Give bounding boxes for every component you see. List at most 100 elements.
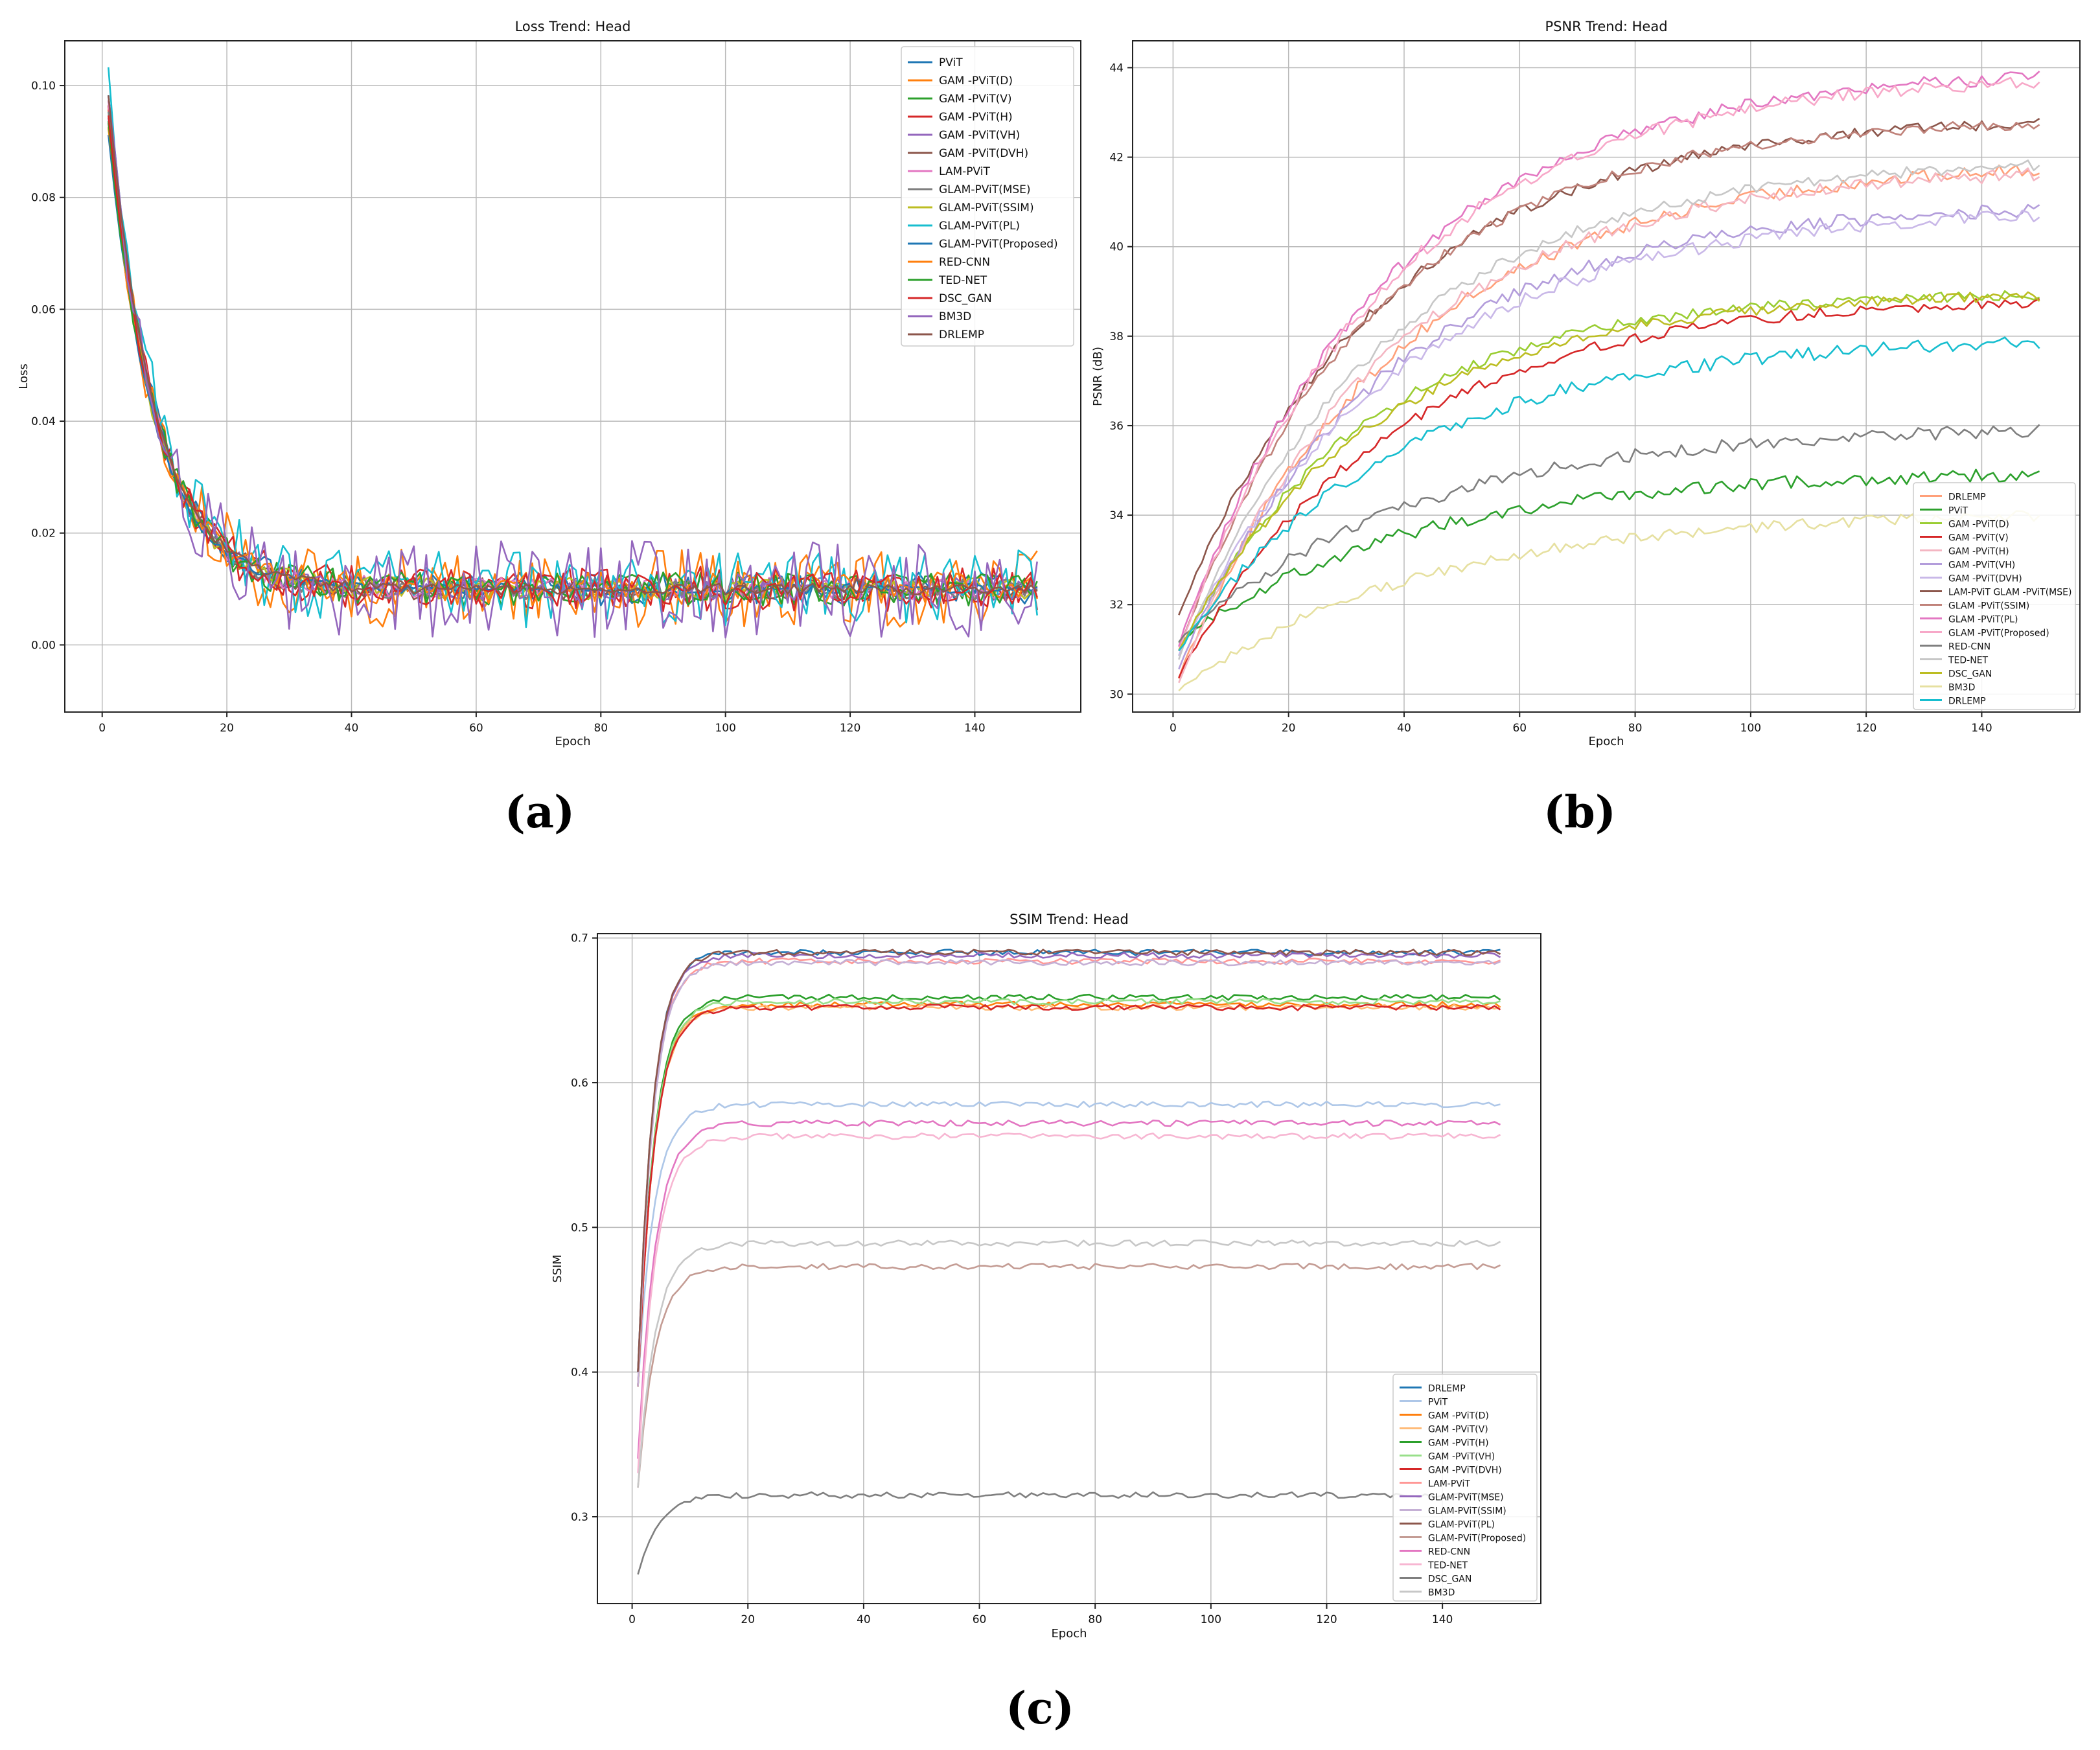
psnr-y-tick-label: 42 — [1109, 152, 1124, 165]
psnr-y-tick-label: 44 — [1109, 62, 1124, 75]
ssim-x-tick-label: 40 — [857, 1613, 871, 1626]
ssim-series-line — [637, 957, 1501, 1387]
loss-series-line — [108, 122, 1038, 601]
loss-legend-entry: DSC_GAN — [939, 292, 992, 305]
psnr-legend-entry: DRLEMP — [1948, 697, 1986, 707]
psnr-chart-title: PSNR Trend: Head — [1545, 19, 1667, 34]
psnr-plot-frame — [1132, 40, 2081, 713]
ssim-legend-entry: BM3D — [1428, 1588, 1455, 1598]
psnr-series-line — [1178, 71, 2040, 647]
psnr-legend-entry: RED-CNN — [1948, 642, 1990, 652]
ssim-x-tick-label: 20 — [741, 1613, 755, 1626]
psnr-legend-entry: DRLEMP — [1948, 492, 1986, 503]
loss-legend-entry: DRLEMP — [939, 328, 984, 341]
loss-legend-entry: LAM-PViT — [939, 165, 991, 178]
loss-x-tick-label: 140 — [964, 722, 985, 735]
ssim-x-tick-label: 100 — [1201, 1613, 1221, 1626]
ssim-legend-entry: GLAM-PViT(MSE) — [1428, 1493, 1504, 1503]
loss-series-line — [108, 95, 1038, 606]
ssim-legend-entry: GLAM-PViT(Proposed) — [1428, 1534, 1526, 1544]
loss-legend-entry: GAM -PViT(DVH) — [939, 147, 1028, 160]
loss-y-axis-label: Loss — [17, 363, 30, 389]
ssim-series-line — [637, 998, 1501, 1387]
loss-y-tick-label: 0.04 — [31, 415, 56, 428]
ssim-series-line — [637, 1000, 1501, 1387]
loss-x-tick-label: 100 — [715, 722, 735, 735]
loss-x-tick-label: 0 — [98, 722, 106, 735]
psnr-y-tick-label: 40 — [1109, 241, 1124, 254]
loss-plot-frame — [64, 40, 1081, 713]
loss-series-line — [108, 134, 1038, 595]
ssim-series-line — [637, 949, 1501, 1372]
ssim-legend-entry: PViT — [1428, 1398, 1448, 1408]
loss-series-line — [108, 128, 1038, 601]
ssim-legend-entry: GLAM-PViT(PL) — [1428, 1520, 1495, 1530]
loss-legend-entry: GAM -PViT(D) — [939, 75, 1013, 87]
psnr-series-line — [1178, 121, 2040, 651]
psnr-series-line — [1178, 468, 2040, 643]
loss-series-line — [108, 117, 1038, 601]
psnr-x-tick-label: 80 — [1628, 722, 1643, 735]
psnr-y-tick-label: 36 — [1109, 420, 1124, 433]
psnr-legend-entry: GLAM -PViT(PL) — [1948, 615, 2018, 625]
psnr-legend — [1913, 482, 2076, 710]
loss-x-tick-label: 60 — [469, 722, 483, 735]
psnr-x-tick-label: 0 — [1170, 722, 1177, 735]
psnr-legend-entry: GLAM -PViT(SSIM) — [1948, 601, 2029, 612]
ssim-x-tick-label: 60 — [973, 1613, 987, 1626]
ssim-series-line — [637, 949, 1501, 1373]
psnr-series-line — [1178, 159, 2040, 660]
loss-legend-entry: TED-NET — [938, 274, 987, 287]
ssim-x-tick-label: 140 — [1432, 1613, 1453, 1626]
psnr-y-tick-label: 30 — [1109, 688, 1124, 701]
ssim-series-line — [637, 951, 1501, 1372]
ssim-series-line — [637, 1119, 1501, 1459]
loss-y-tick-label: 0.02 — [31, 527, 56, 540]
loss-x-tick-label: 20 — [220, 722, 234, 735]
panel-label-b: (b) — [1543, 787, 1616, 838]
psnr-legend-entry: TED-NET — [1948, 656, 1989, 666]
psnr-legend-entry: DSC_GAN — [1948, 669, 1992, 680]
loss-legend-entry: GAM -PViT(H) — [939, 111, 1013, 124]
loss-series-line — [108, 109, 1038, 628]
psnr-series-line — [1178, 336, 2040, 652]
loss-legend-entry: RED-CNN — [939, 256, 990, 269]
panel-label-c: (c) — [1006, 1683, 1074, 1734]
loss-legend-entry: GLAM-PViT(SSIM) — [939, 201, 1034, 214]
ssim-legend-entry: GAM -PViT(DVH) — [1428, 1466, 1502, 1476]
loss-chart: Loss Trend: Head Epoch Loss (a) 0 20 40 60 8… — [17, 19, 1081, 838]
psnr-x-tick-label: 140 — [1971, 722, 1992, 735]
ssim-y-tick-label: 0.4 — [571, 1366, 588, 1379]
ssim-legend-entry: GAM -PViT(VH) — [1428, 1452, 1495, 1462]
loss-chart-title: Loss Trend: Head — [515, 19, 631, 34]
ssim-series-line — [637, 1263, 1501, 1488]
psnr-y-tick-label: 38 — [1109, 330, 1124, 343]
loss-series-line — [108, 67, 1038, 628]
psnr-series-line — [1178, 117, 2040, 616]
loss-legend-entry: GLAM-PViT(MSE) — [939, 183, 1031, 196]
psnr-legend-entry: GAM -PViT(D) — [1948, 520, 2009, 530]
panel-label-a: (a) — [505, 787, 575, 838]
ssim-chart-title: SSIM Trend: Head — [1010, 912, 1129, 927]
ssim-x-tick-label: 0 — [629, 1613, 636, 1626]
psnr-legend-entry: GAM -PViT(H) — [1948, 547, 2009, 557]
ssim-x-axis-label: Epoch — [1051, 1627, 1087, 1641]
ssim-y-tick-label: 0.7 — [571, 932, 588, 945]
loss-series-line — [108, 100, 1038, 607]
loss-y-tick-label: 0.08 — [31, 192, 56, 205]
psnr-series-line — [1178, 76, 2040, 652]
ssim-legend-entry: GAM -PViT(V) — [1428, 1425, 1488, 1435]
loss-legend — [901, 46, 1074, 347]
loss-y-tick-label: 0.10 — [31, 80, 56, 93]
loss-legend-entry: GAM -PViT(VH) — [939, 129, 1020, 142]
psnr-legend-entry: GAM -PViT(DVH) — [1948, 574, 2022, 584]
ssim-series-line — [637, 1100, 1501, 1387]
ssim-legend-entry: GLAM-PViT(SSIM) — [1428, 1506, 1506, 1517]
psnr-x-tick-label: 120 — [1856, 722, 1876, 735]
ssim-series-line — [637, 1239, 1501, 1488]
psnr-series-line — [1178, 424, 2040, 643]
loss-legend-entry: GLAM-PViT(Proposed) — [939, 238, 1058, 251]
loss-series-line — [108, 105, 1038, 612]
psnr-chart: PSNR Trend: Head Epoch PSNR (dB) (b) 0 20… — [1091, 19, 2081, 838]
ssim-legend-entry: GAM -PViT(D) — [1428, 1411, 1489, 1422]
